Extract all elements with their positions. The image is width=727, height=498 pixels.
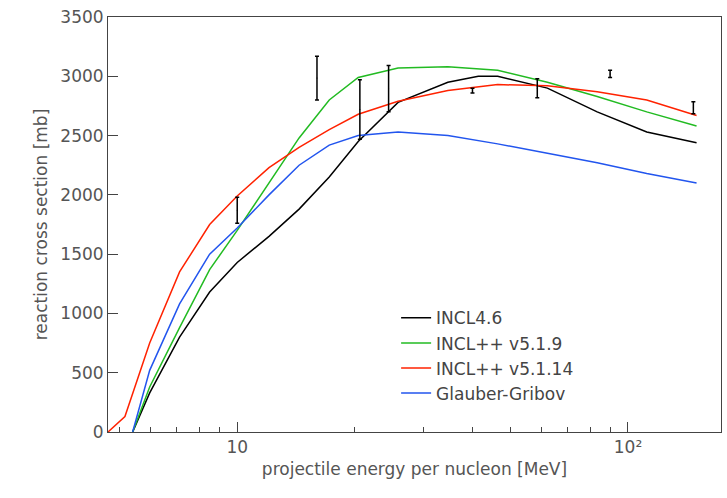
svg-text:10²: 10²	[614, 437, 642, 457]
svg-text:500: 500	[71, 363, 103, 383]
svg-text:INCL++ v5.1.9: INCL++ v5.1.9	[436, 334, 562, 354]
svg-text:projectile energy per nucleon: projectile energy per nucleon [MeV]	[262, 459, 567, 479]
svg-text:2500: 2500	[60, 126, 103, 146]
svg-text:3500: 3500	[60, 7, 103, 27]
svg-text:2000: 2000	[60, 185, 103, 205]
svg-text:1000: 1000	[60, 303, 103, 323]
svg-text:0: 0	[93, 422, 104, 442]
svg-text:1500: 1500	[60, 244, 103, 264]
svg-text:INCL4.6: INCL4.6	[436, 308, 502, 328]
svg-text:INCL++ v5.1.14: INCL++ v5.1.14	[436, 359, 573, 379]
svg-text:reaction cross section [mb]: reaction cross section [mb]	[31, 109, 51, 341]
svg-text:10: 10	[226, 437, 248, 457]
svg-text:Glauber-Gribov: Glauber-Gribov	[436, 384, 565, 404]
svg-text:3000: 3000	[60, 66, 103, 86]
